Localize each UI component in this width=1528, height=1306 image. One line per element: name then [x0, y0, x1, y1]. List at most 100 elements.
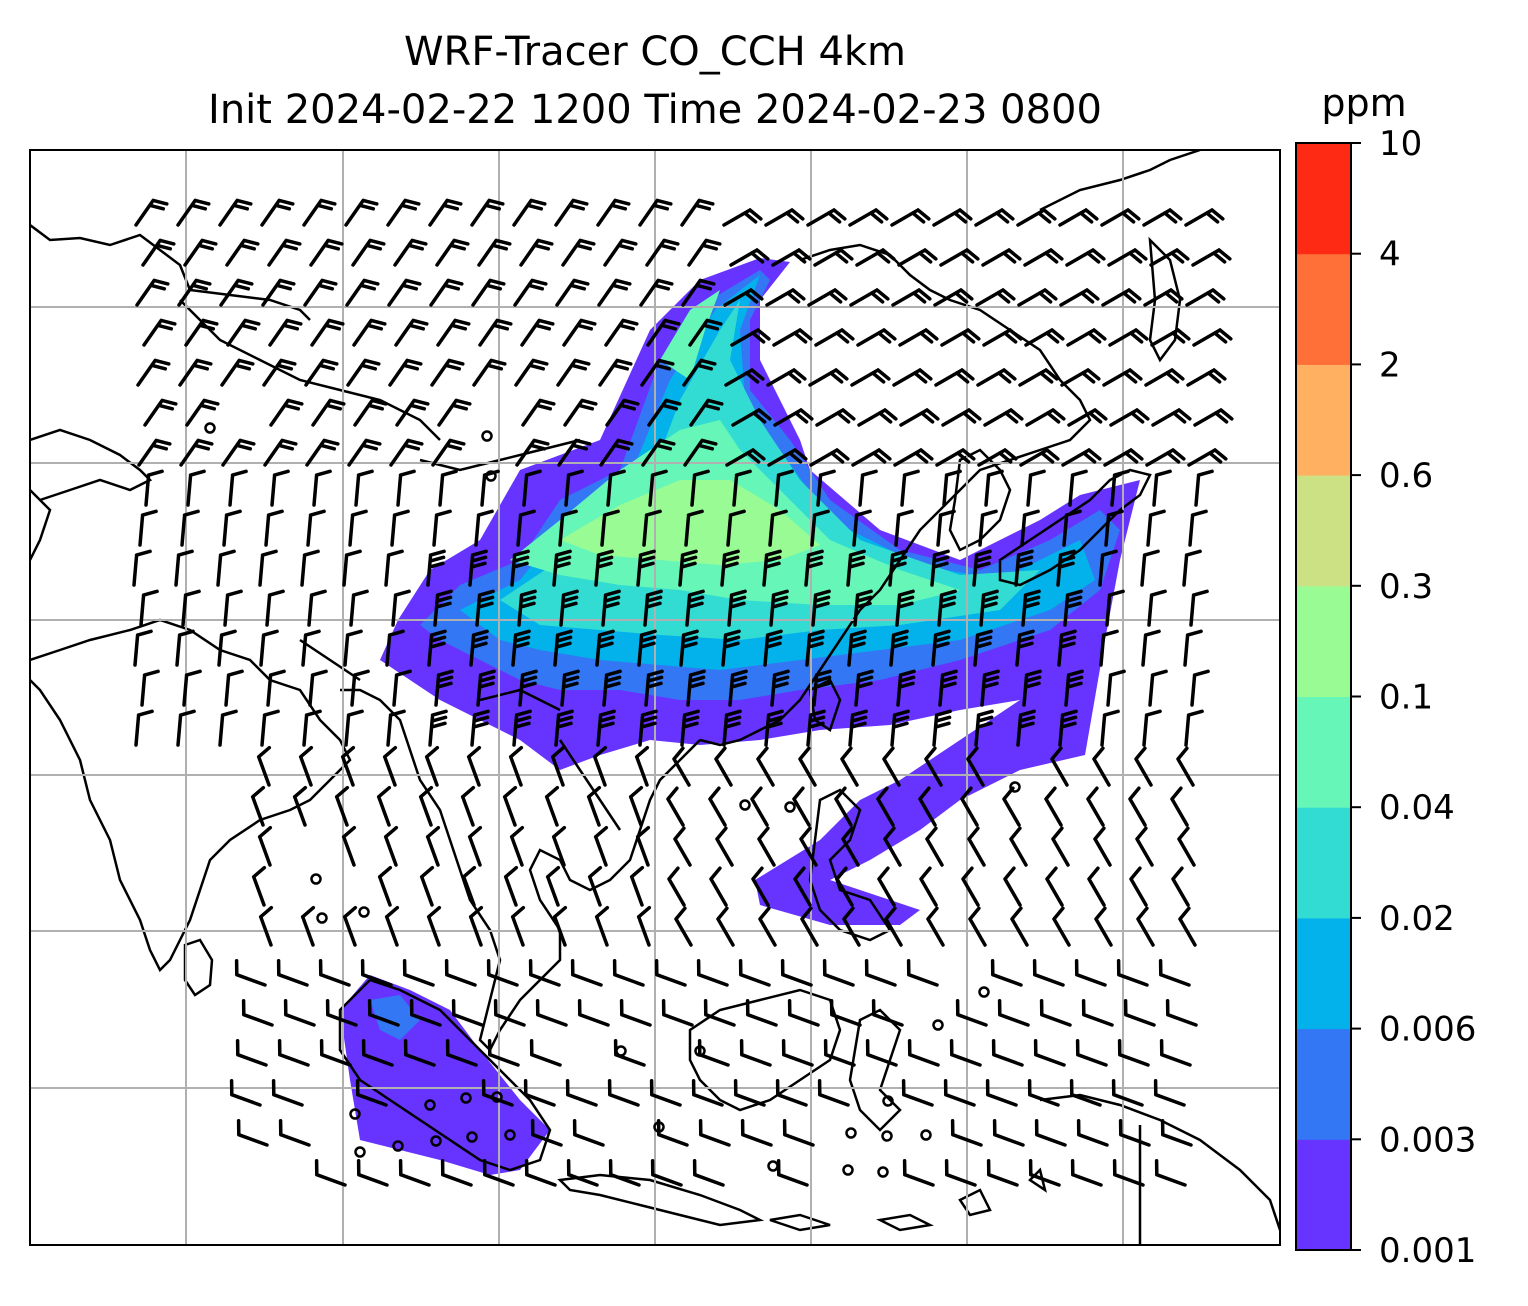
- wind-barb: [222, 509, 242, 547]
- wind-barb: [851, 448, 892, 467]
- wind-barb: [834, 786, 853, 827]
- wind-barb: [850, 368, 891, 387]
- wind-barb: [1017, 288, 1058, 307]
- calm-wind-circle: [877, 1166, 889, 1178]
- wind-barb: [428, 198, 463, 227]
- wind-barb: [1056, 549, 1076, 587]
- wind-barb: [418, 785, 434, 827]
- wind-barb: [787, 998, 820, 1027]
- wind-barb: [757, 826, 776, 867]
- wind-barb: [596, 198, 631, 227]
- wind-barb: [638, 709, 658, 747]
- wind-barb: [848, 208, 889, 227]
- wind-barb: [216, 549, 236, 587]
- wind-barb: [841, 826, 860, 867]
- wind-barb: [185, 398, 220, 427]
- wind-barb: [234, 958, 267, 987]
- calm-wind-circle: [310, 873, 322, 885]
- wind-barb: [176, 198, 211, 227]
- wind-barb: [1034, 1118, 1067, 1147]
- wind-barb: [1028, 1158, 1061, 1187]
- wind-barb: [175, 629, 195, 667]
- wind-barb: [648, 469, 668, 507]
- wind-barb: [1142, 709, 1162, 747]
- wind-barb: [871, 998, 904, 1027]
- wind-barb: [512, 198, 547, 227]
- wind-barb: [809, 448, 850, 467]
- wind-barb: [967, 826, 986, 867]
- wind-barb: [642, 509, 662, 547]
- wind-barb: [603, 238, 638, 267]
- wind-barb: [143, 398, 178, 427]
- wind-barb: [722, 208, 763, 227]
- wind-barb: [984, 469, 1004, 507]
- wind-barb: [865, 1038, 898, 1067]
- wind-barb: [347, 438, 382, 467]
- wind-barb: [251, 865, 267, 907]
- wind-barb: [310, 318, 345, 347]
- wind-barb: [217, 629, 237, 667]
- wind-barb: [823, 1038, 856, 1067]
- wind-barb: [521, 398, 556, 427]
- colorbar: 0.001 0.003 0.006 0.02 0.04 0.1 0.3 0.6 2 4 10 ppm: [1295, 81, 1476, 1271]
- wind-barb: [1018, 368, 1059, 387]
- wind-barb: [896, 669, 916, 707]
- wind-barb: [856, 328, 897, 347]
- wind-barb: [403, 1038, 436, 1067]
- calm-wind-circle: [842, 1164, 854, 1176]
- coast-small-islands: [769, 1167, 1047, 1232]
- wind-barb: [1185, 288, 1226, 307]
- wind-barb: [672, 746, 691, 787]
- wind-barb: [345, 278, 380, 307]
- wind-barb: [829, 998, 862, 1027]
- calm-wind-circle: [485, 470, 497, 482]
- wind-barb: [308, 669, 328, 707]
- wind-barb: [520, 318, 555, 347]
- wind-barb: [680, 709, 700, 747]
- wind-barb: [266, 669, 286, 707]
- wind-barb: [139, 589, 159, 627]
- calm-wind-circle: [354, 1146, 366, 1158]
- wind-barb: [972, 549, 992, 587]
- wind-barb: [384, 905, 400, 947]
- wind-barb: [938, 669, 958, 707]
- calm-wind-circle: [881, 1130, 893, 1142]
- wind-barb: [493, 998, 526, 1027]
- wind-barb: [1170, 786, 1189, 827]
- wind-barb: [981, 248, 1022, 267]
- wind-barb: [1060, 368, 1101, 387]
- colorbar-segment: [1296, 807, 1351, 919]
- wind-barb: [1111, 1078, 1144, 1107]
- wind-barb: [769, 589, 789, 627]
- wind-barb: [644, 669, 664, 707]
- colorbar-segment: [1296, 585, 1351, 697]
- wind-barb: [334, 785, 350, 827]
- wind-barb: [563, 398, 598, 427]
- wind-barb: [503, 865, 519, 907]
- colorbar-tick-label: 0.3: [1379, 567, 1433, 607]
- wind-barb: [816, 469, 836, 507]
- wind-barb: [276, 958, 309, 987]
- wind-barb: [1064, 669, 1084, 707]
- wind-barb: [804, 549, 824, 587]
- wind-barb: [552, 549, 572, 587]
- wind-barb: [269, 398, 304, 427]
- wind-barb: [771, 248, 812, 267]
- wind-barb: [302, 709, 322, 747]
- wind-barb: [1062, 509, 1082, 547]
- wind-barb: [518, 669, 538, 707]
- wind-barb: [764, 709, 784, 747]
- wind-barb: [608, 1158, 641, 1187]
- wind-barb: [605, 398, 640, 427]
- wind-barb: [842, 906, 861, 947]
- wind-barb: [709, 866, 728, 907]
- colorbar-tick-label: 0.02: [1379, 899, 1455, 939]
- wind-barb: [1149, 248, 1190, 267]
- calm-wind-circle: [767, 1160, 779, 1172]
- wind-barb: [515, 438, 550, 467]
- wind-barb: [550, 745, 566, 787]
- wind-barb: [1187, 448, 1228, 467]
- wind-barb: [225, 238, 260, 267]
- wind-barb: [349, 589, 369, 627]
